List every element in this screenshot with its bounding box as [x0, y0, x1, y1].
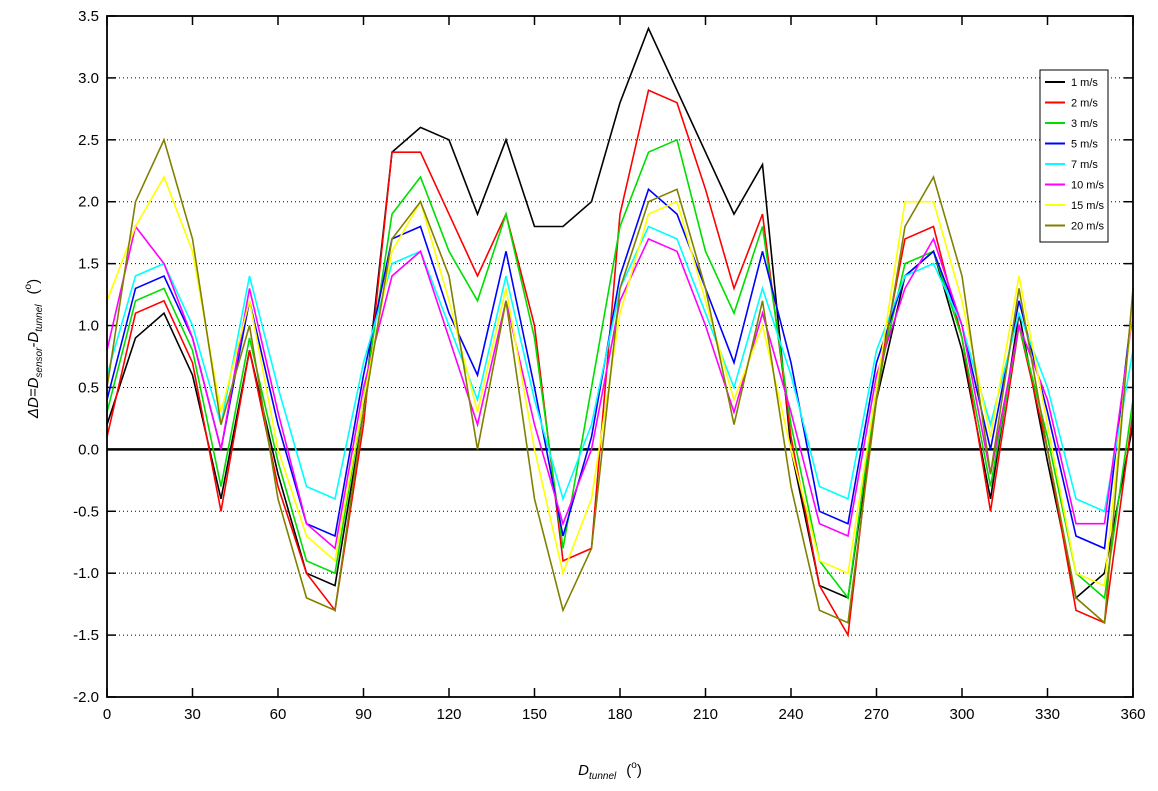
x-tick-label: 60: [270, 706, 287, 723]
y-axis-label-part: -D: [25, 332, 42, 348]
data-line: [106, 187, 1134, 550]
x-tick-label: 0: [103, 706, 111, 723]
y-axis-label-part: tunnel: [34, 304, 45, 332]
plot-frame: [106, 15, 1134, 698]
y-axis-label-part: sensor: [34, 347, 45, 378]
legend-label: 20 m/s: [1071, 221, 1105, 233]
data-line: [106, 224, 1134, 550]
y-axis-label: ΔD=Dsensor-Dtunnel (o): [23, 279, 45, 419]
y-tick-label: 3.0: [78, 70, 99, 87]
x-tick-label: 30: [184, 706, 201, 723]
legend-label: 2 m/s: [1071, 98, 1098, 110]
x-tick-label: 150: [522, 706, 547, 723]
data-line: [106, 225, 1134, 513]
data-line: [106, 137, 1134, 625]
x-axis-label-part: tunnel: [589, 771, 617, 782]
x-tick-label: 90: [355, 706, 372, 723]
x-axis-label-part: o: [631, 760, 637, 771]
x-tick-label: 270: [864, 706, 889, 723]
y-tick-label: 1.0: [78, 318, 99, 335]
y-tick-label: 0.5: [78, 379, 99, 396]
legend-label: 10 m/s: [1071, 180, 1105, 192]
data-line: [106, 175, 1134, 587]
y-tick-label: 1.5: [78, 256, 99, 273]
legend-label: 7 m/s: [1071, 159, 1098, 171]
y-axis-label-part: o: [23, 283, 34, 289]
legend-label: 3 m/s: [1071, 118, 1098, 130]
x-tick-label: 240: [778, 706, 803, 723]
x-tick-label: 210: [693, 706, 718, 723]
y-tick-label: -2.0: [73, 689, 99, 706]
y-axis-label-part: ): [25, 279, 42, 284]
x-axis-label: Dtunnel (o): [578, 760, 642, 782]
x-axis-label-part: (: [626, 762, 631, 779]
data-line: [106, 26, 1134, 600]
y-tick-label: -0.5: [73, 503, 99, 520]
x-axis-label-part: D: [578, 762, 589, 779]
y-axis-label-part: (: [25, 289, 42, 294]
y-tick-label: -1.0: [73, 565, 99, 582]
y-axis-label-part: ΔD=D: [25, 377, 42, 419]
legend-label: 1 m/s: [1071, 77, 1098, 89]
y-tick-label: 2.0: [78, 194, 99, 211]
y-tick-label: 2.5: [78, 132, 99, 149]
y-tick-label: -1.5: [73, 627, 99, 644]
x-tick-label: 300: [949, 706, 974, 723]
data-line: [106, 138, 1134, 600]
x-tick-label: 360: [1120, 706, 1145, 723]
x-tick-label: 120: [436, 706, 461, 723]
x-tick-label: 180: [607, 706, 632, 723]
legend-label: 15 m/s: [1071, 200, 1105, 212]
x-axis-label-part: ): [637, 762, 642, 779]
x-tick-label: 330: [1035, 706, 1060, 723]
legend-label: 5 m/s: [1071, 139, 1098, 151]
legend-box: [1039, 69, 1109, 243]
y-tick-label: 0.0: [78, 441, 99, 458]
legend: 1 m/s 2 m/s 3 m/s 5 m/s 7 m/s 10 m/s 15 m/s 20 …: [1039, 69, 1109, 243]
y-tick-label: 3.5: [78, 8, 99, 25]
